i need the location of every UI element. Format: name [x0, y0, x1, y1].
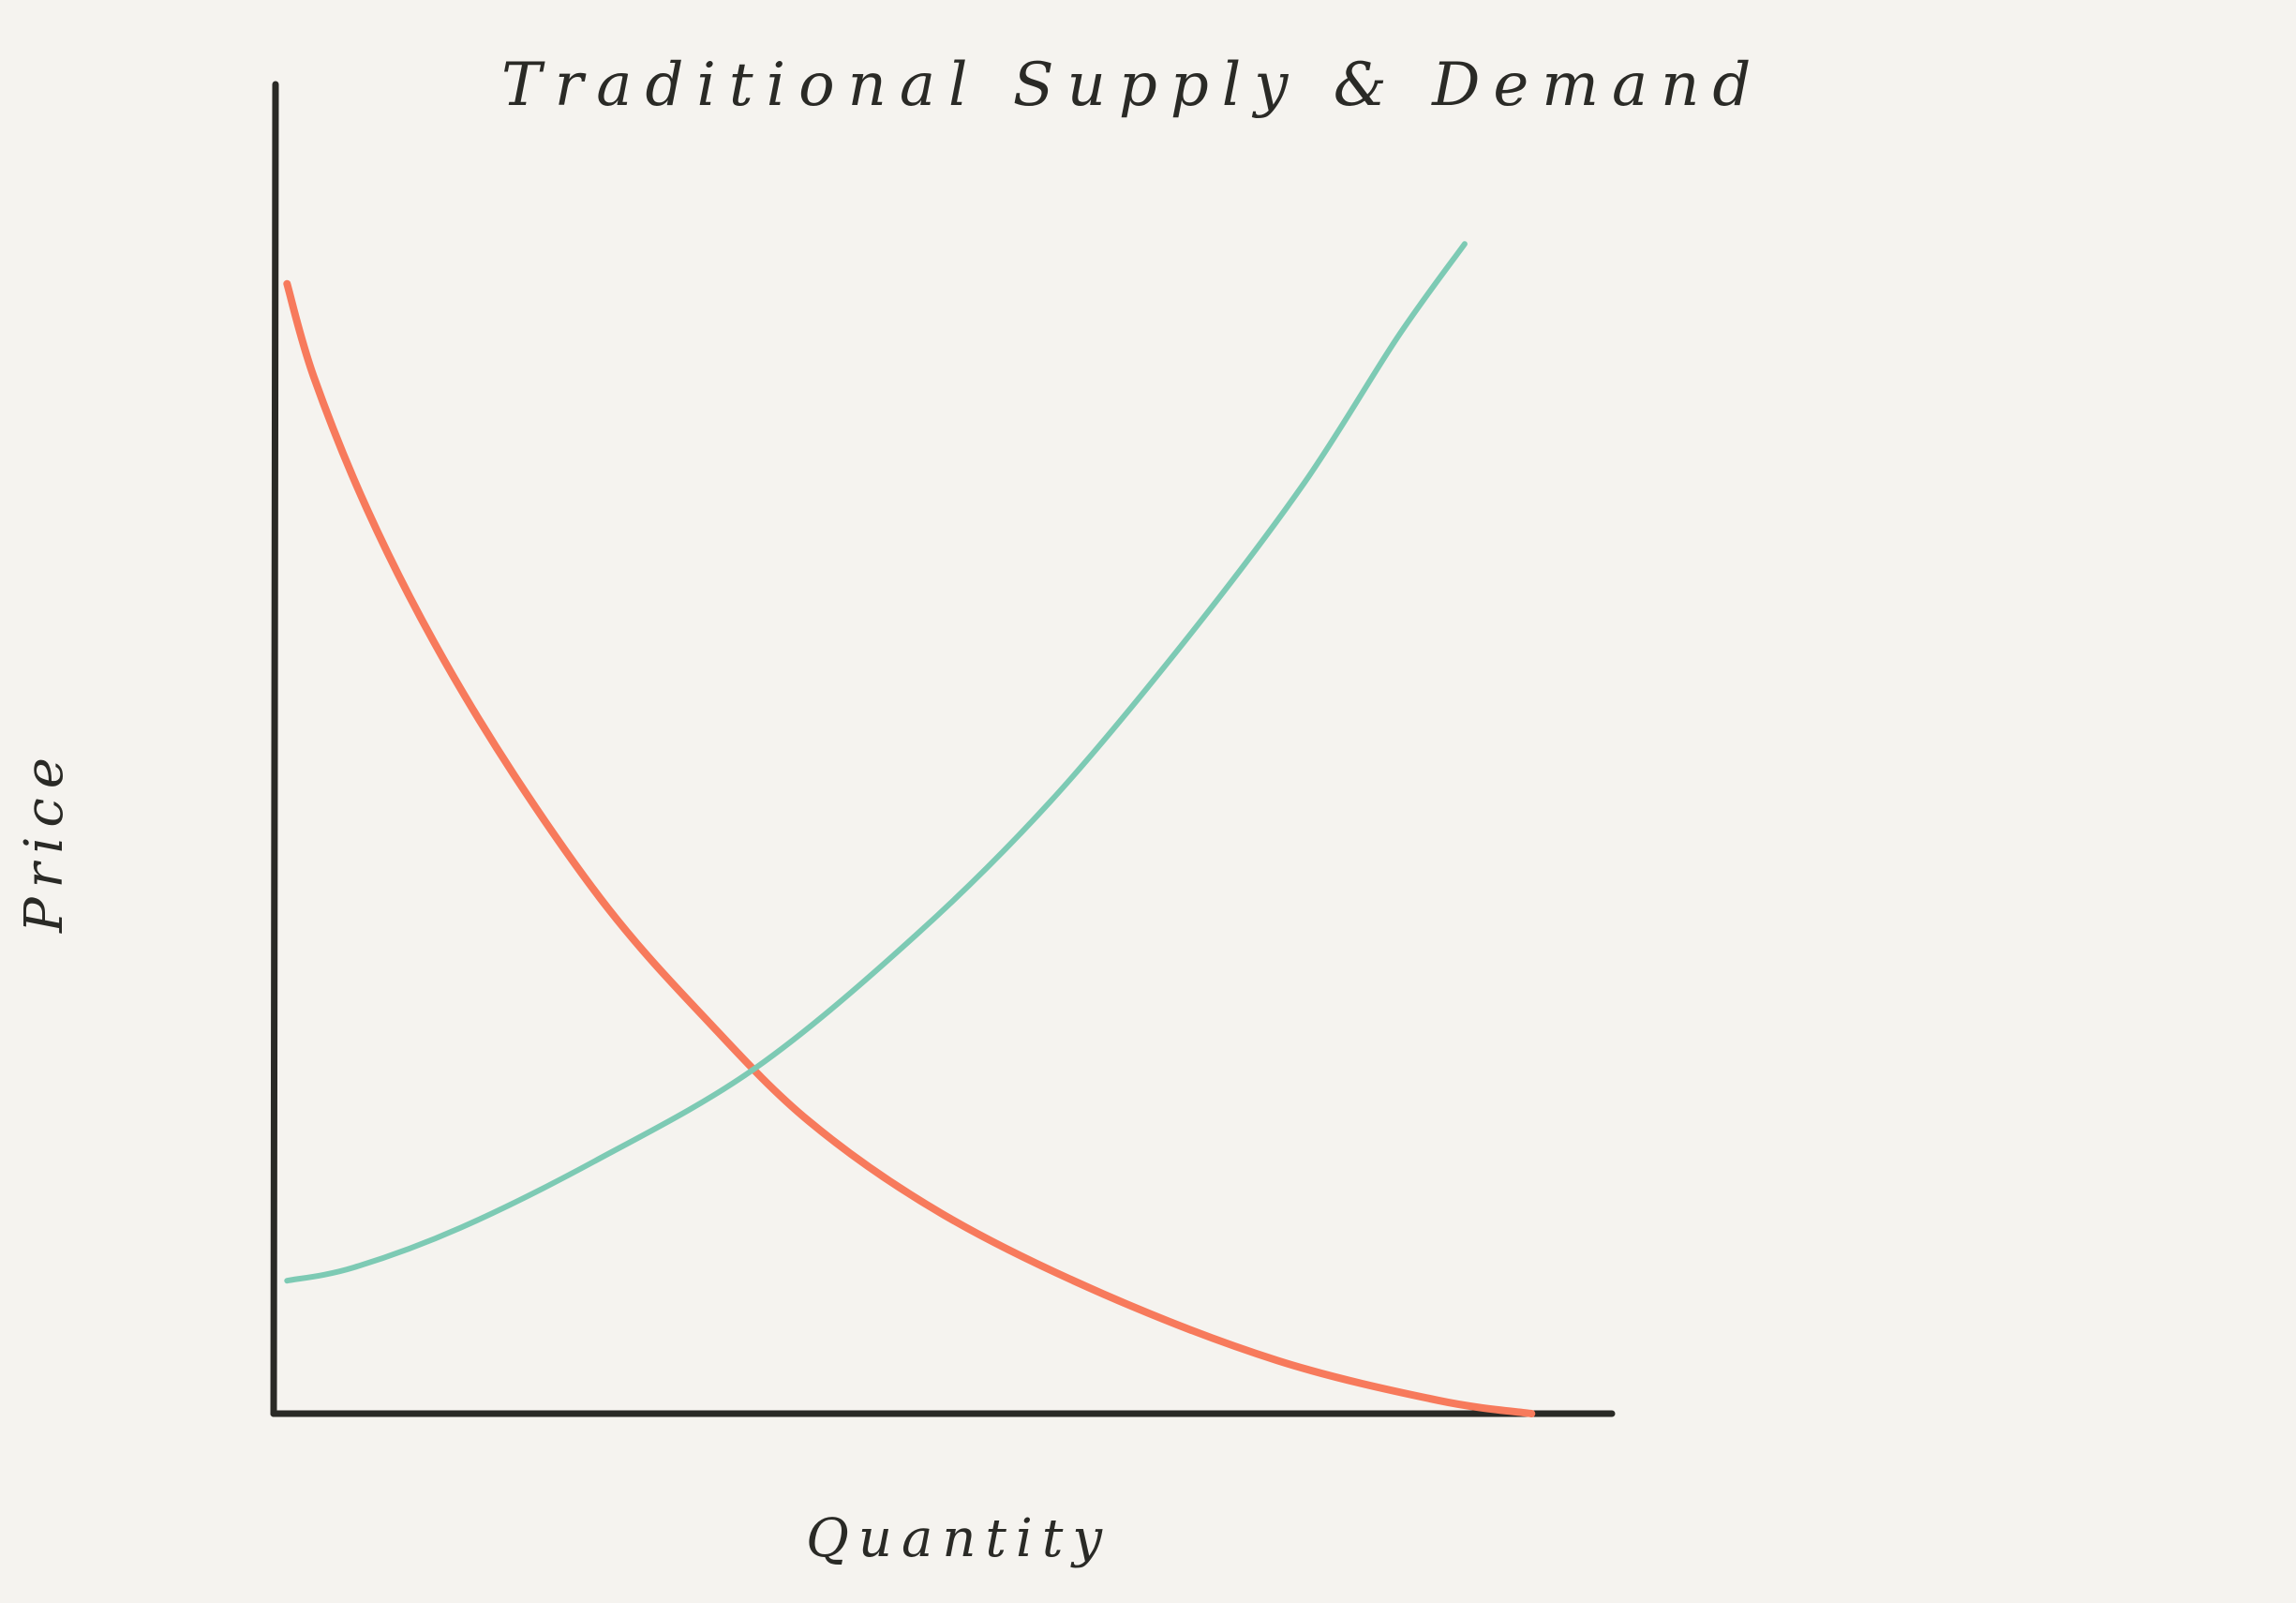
y-axis: [270, 81, 279, 1417]
series-layer: [283, 241, 1536, 1417]
demand-curve: [283, 279, 1536, 1417]
supply-curve: [284, 241, 1468, 1284]
y-axis-label: Price: [14, 748, 75, 934]
x-axis-label: Quantity: [806, 1508, 1111, 1569]
chart-title: Traditional Supply & Demand: [501, 51, 1764, 120]
